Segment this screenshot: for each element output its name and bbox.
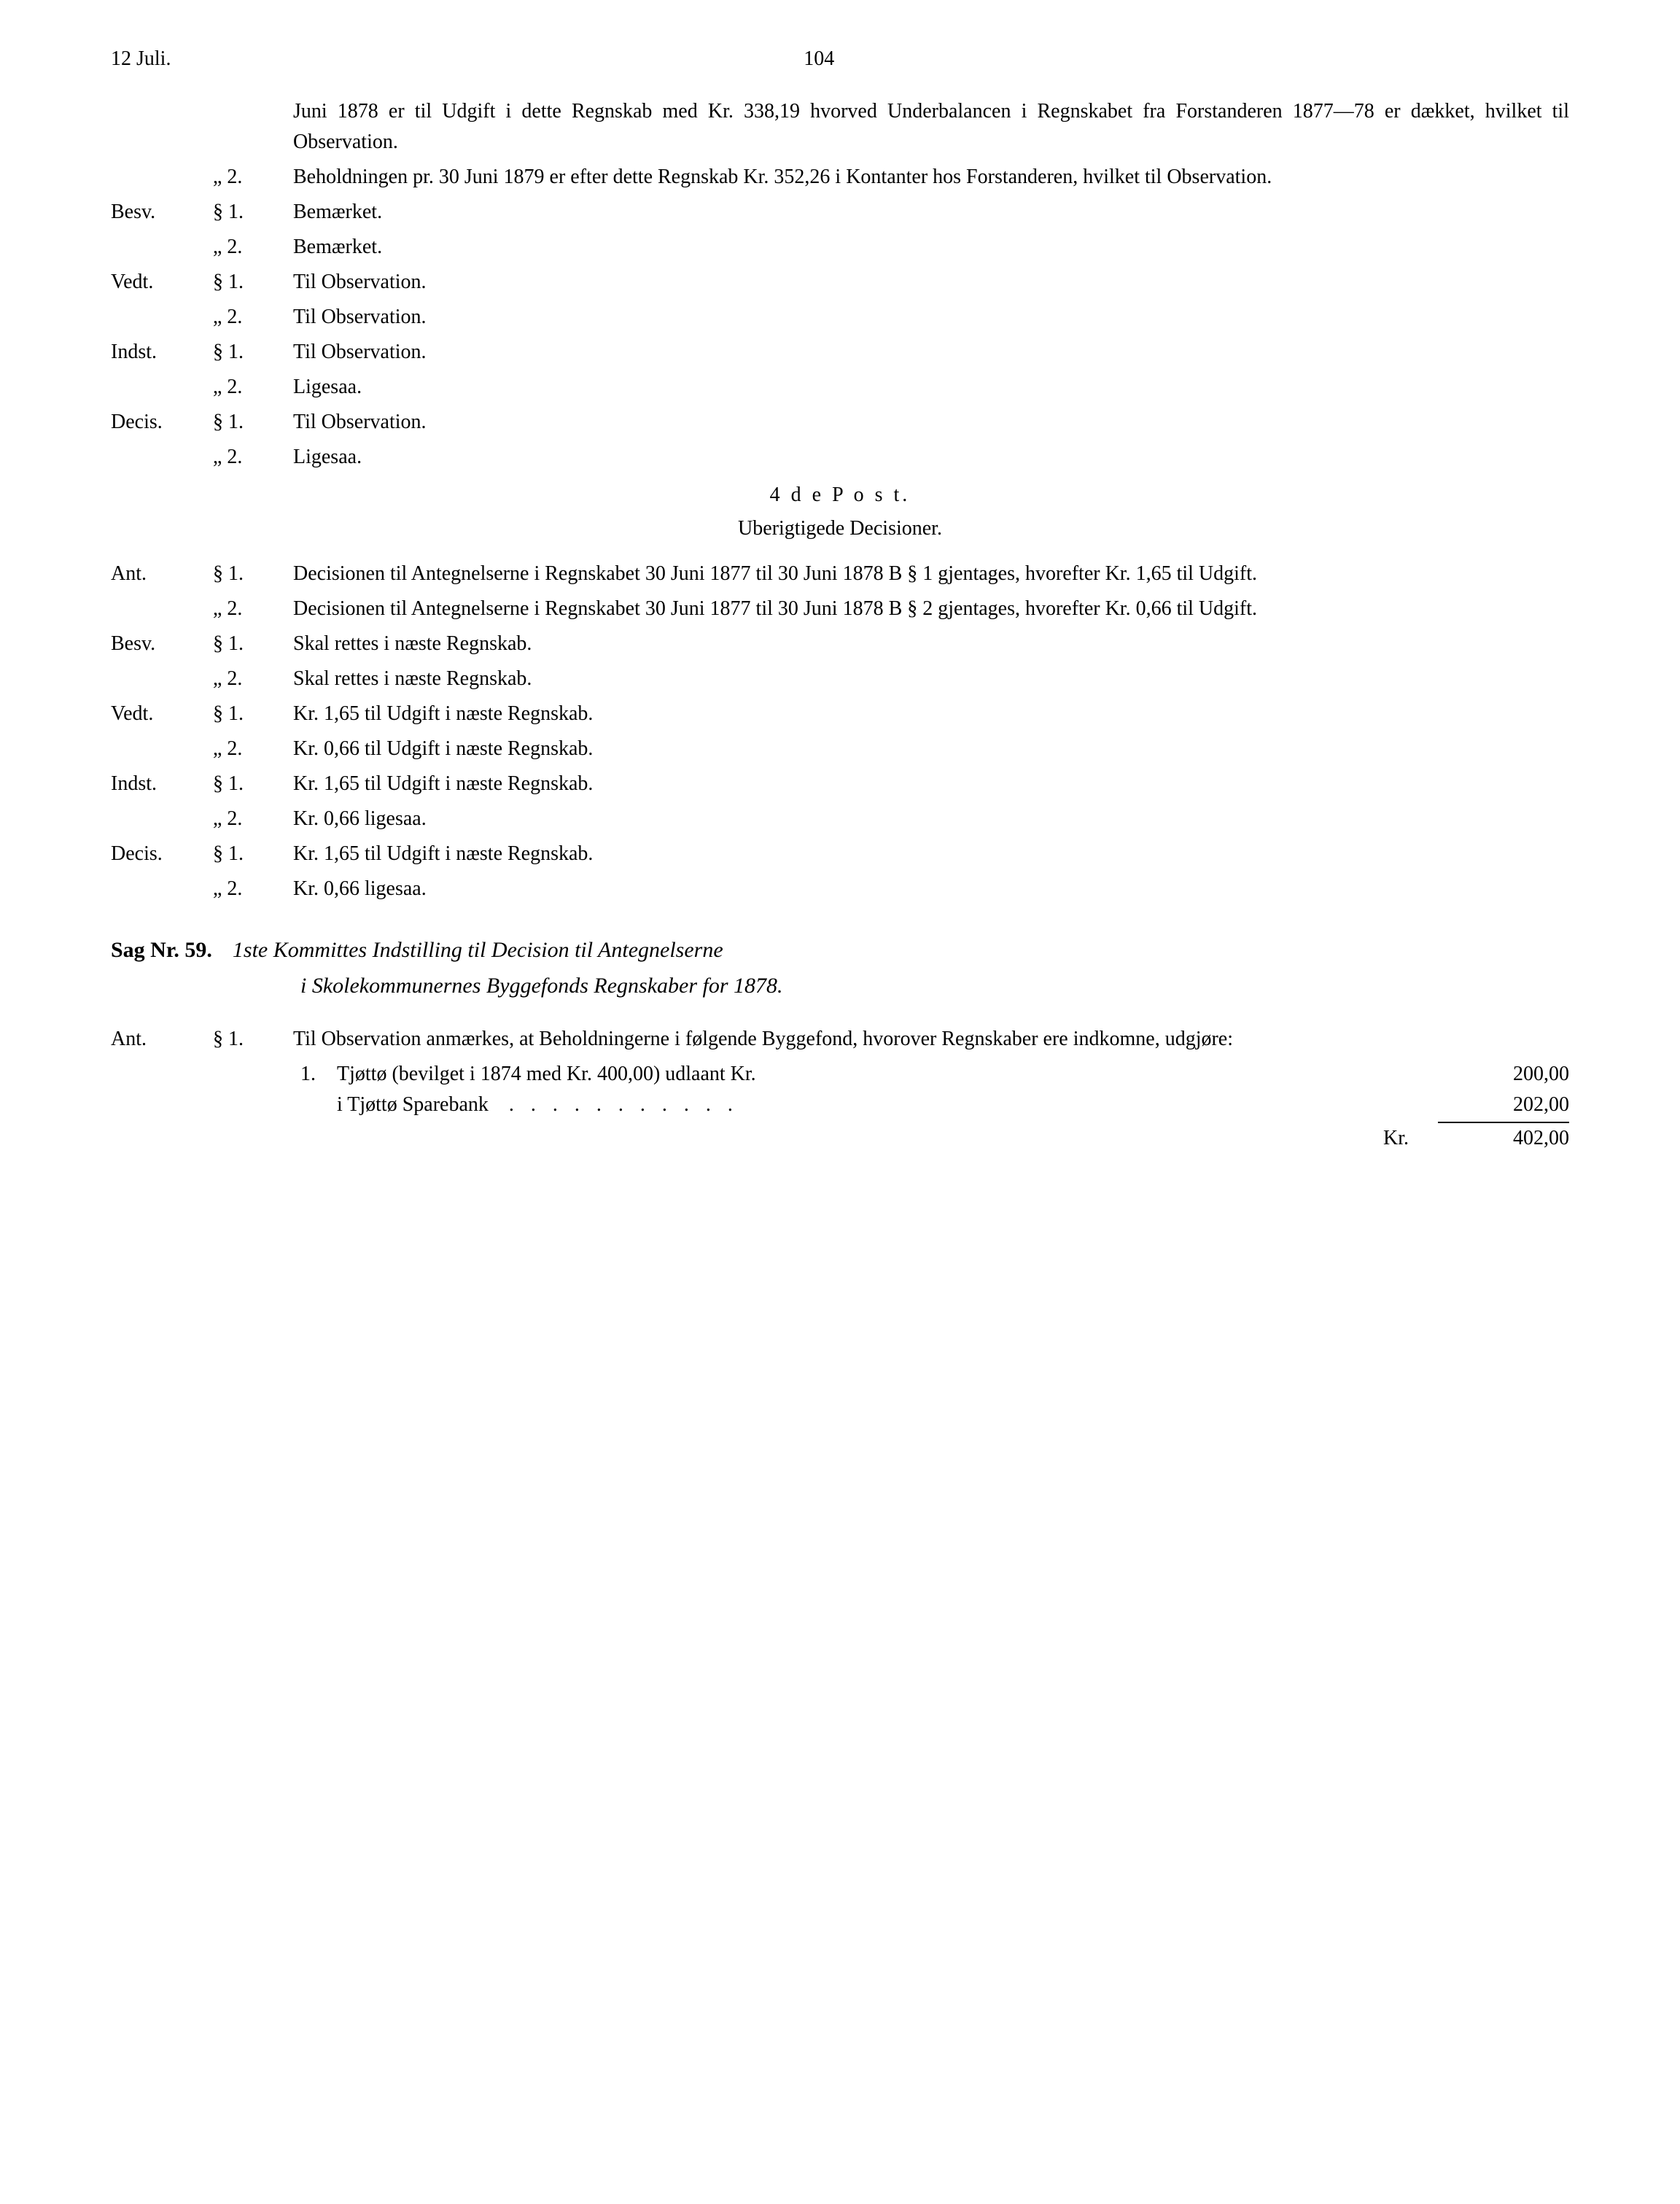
ant-row: Ant. § 1. Til Observation anmærkes, at B… — [111, 1024, 1569, 1055]
row-text: Decisionen til Antegnelserne i Regnskabe… — [293, 559, 1569, 589]
item-amount: 202,00 — [1438, 1090, 1569, 1120]
item-text: i Tjøttø Sparebank . . . . . . . . . . . — [337, 1090, 1438, 1120]
header-date: 12 Juli. — [111, 44, 171, 74]
row-text: Bemærket. — [293, 197, 1569, 228]
row-section: „ 2. — [213, 162, 293, 193]
sum-line-row — [300, 1120, 1569, 1123]
row-text: Kr. 1,65 til Udgift i næste Regnskab. — [293, 769, 1569, 799]
row-section: § 1. — [213, 559, 293, 589]
row-text: Kr. 0,66 ligesaa. — [293, 804, 1569, 834]
entry-row: Vedt.§ 1.Kr. 1,65 til Udgift i næste Reg… — [111, 699, 1569, 729]
entry-row: Besv.§ 1.Skal rettes i næste Regnskab. — [111, 629, 1569, 659]
row-section: „ 2. — [213, 442, 293, 473]
row-text: Decisionen til Antegnelserne i Regnskabe… — [293, 594, 1569, 624]
row-text: Juni 1878 er til Udgift i dette Regnskab… — [293, 96, 1569, 158]
row-section: „ 2. — [213, 372, 293, 403]
row-section: § 1. — [213, 267, 293, 298]
entry-row: „ 2.Kr. 0,66 til Udgift i næste Regnskab… — [111, 734, 1569, 764]
sag-number: Sag Nr. 59. — [111, 938, 212, 962]
row-section: „ 2. — [213, 664, 293, 694]
entry-row: Decis.§ 1.Kr. 1,65 til Udgift i næste Re… — [111, 839, 1569, 869]
row-section: § 1. — [213, 839, 293, 869]
entry-row: „ 2.Bemærket. — [111, 232, 1569, 263]
row-text: Til Observation. — [293, 302, 1569, 333]
row-text: Kr. 0,66 ligesaa. — [293, 874, 1569, 904]
row-section: „ 2. — [213, 594, 293, 624]
row-section: § 1. — [213, 407, 293, 438]
leader-dots: . . . . . . . . . . . — [509, 1093, 739, 1116]
row-label: Ant. — [111, 1024, 213, 1055]
row-text: Ligesaa. — [293, 372, 1569, 403]
row-text: Til Observation. — [293, 407, 1569, 438]
page-header: 12 Juli. 104 — [111, 44, 1569, 74]
entry-row: Ant.§ 1.Decisionen til Antegnelserne i R… — [111, 559, 1569, 589]
item-amount: 200,00 — [1438, 1059, 1569, 1090]
row-text: Beholdningen pr. 30 Juni 1879 er efter d… — [293, 162, 1569, 193]
row-text: Skal rettes i næste Regnskab. — [293, 664, 1569, 694]
entry-row: „ 2.Kr. 0,66 ligesaa. — [111, 804, 1569, 834]
row-text: Skal rettes i næste Regnskab. — [293, 629, 1569, 659]
row-section: „ 2. — [213, 734, 293, 764]
entry-row: Decis.§ 1.Til Observation. — [111, 407, 1569, 438]
row-section: § 1. — [213, 699, 293, 729]
row-label: Indst. — [111, 337, 213, 368]
total-amount: 402,00 — [1438, 1123, 1569, 1154]
row-text: Kr. 1,65 til Udgift i næste Regnskab. — [293, 839, 1569, 869]
entry-row: „ 2.Kr. 0,66 ligesaa. — [111, 874, 1569, 904]
post-heading: 4 d e P o s t. — [111, 480, 1569, 511]
row-label: Indst. — [111, 769, 213, 799]
row-text: Til Observation anmærkes, at Beholdninge… — [293, 1024, 1569, 1055]
row-label: Vedt. — [111, 699, 213, 729]
item-number: 1. — [300, 1059, 337, 1090]
entry-row: „ 2. Beholdningen pr. 30 Juni 1879 er ef… — [111, 162, 1569, 193]
header-spacer — [1467, 44, 1569, 74]
entry-row: Indst.§ 1.Kr. 1,65 til Udgift i næste Re… — [111, 769, 1569, 799]
row-text: Kr. 1,65 til Udgift i næste Regnskab. — [293, 699, 1569, 729]
entry-row: „ 2.Skal rettes i næste Regnskab. — [111, 664, 1569, 694]
row-section: „ 2. — [213, 874, 293, 904]
row-text: Til Observation. — [293, 267, 1569, 298]
row-section: § 1. — [213, 629, 293, 659]
entry-row: Indst.§ 1.Til Observation. — [111, 337, 1569, 368]
entry-row: „ 2.Ligesaa. — [111, 372, 1569, 403]
row-label: Ant. — [111, 559, 213, 589]
sag-title-line2: i Skolekommunernes Byggefonds Regnskaber… — [300, 969, 1569, 1002]
sag-title-line1: 1ste Kommittes Indstilling til Decision … — [233, 938, 723, 962]
entry-row: Besv.§ 1.Bemærket. — [111, 197, 1569, 228]
row-label: Besv. — [111, 629, 213, 659]
row-section: § 1. — [213, 197, 293, 228]
row-label: Decis. — [111, 839, 213, 869]
item-number — [300, 1090, 337, 1120]
row-section: § 1. — [213, 769, 293, 799]
entry-row: „ 2.Til Observation. — [111, 302, 1569, 333]
continuation-paragraph: Juni 1878 er til Udgift i dette Regnskab… — [111, 96, 1569, 158]
row-section: „ 2. — [213, 302, 293, 333]
currency-label: Kr. — [1383, 1123, 1409, 1154]
row-text: Ligesaa. — [293, 442, 1569, 473]
row-label: Besv. — [111, 197, 213, 228]
row-section: „ 2. — [213, 804, 293, 834]
row-text: Bemærket. — [293, 232, 1569, 263]
table-row: 1. Tjøttø (bevilget i 1874 med Kr. 400,0… — [300, 1059, 1569, 1090]
item-text: Tjøttø (bevilget i 1874 med Kr. 400,00) … — [337, 1059, 1438, 1090]
entry-row: Vedt.§ 1.Til Observation. — [111, 267, 1569, 298]
row-text: Kr. 0,66 til Udgift i næste Regnskab. — [293, 734, 1569, 764]
document-page: 12 Juli. 104 Juni 1878 er til Udgift i d… — [111, 44, 1569, 1154]
row-text: Til Observation. — [293, 337, 1569, 368]
sag-heading: Sag Nr. 59. 1ste Kommittes Indstilling t… — [111, 934, 1569, 1002]
row-label: Vedt. — [111, 267, 213, 298]
page-number: 104 — [171, 44, 1467, 74]
row-label: Decis. — [111, 407, 213, 438]
row-section: „ 2. — [213, 232, 293, 263]
post-subheading: Uberigtigede Decisioner. — [111, 513, 1569, 544]
row-section: § 1. — [213, 337, 293, 368]
entry-row: „ 2.Decisionen til Antegnelserne i Regns… — [111, 594, 1569, 624]
sparebank-text: i Tjøttø Sparebank — [337, 1093, 489, 1116]
table-row: i Tjøttø Sparebank . . . . . . . . . . .… — [300, 1090, 1569, 1120]
entry-row: „ 2.Ligesaa. — [111, 442, 1569, 473]
total-row: Kr. 402,00 — [300, 1123, 1569, 1154]
row-section: § 1. — [213, 1024, 293, 1055]
